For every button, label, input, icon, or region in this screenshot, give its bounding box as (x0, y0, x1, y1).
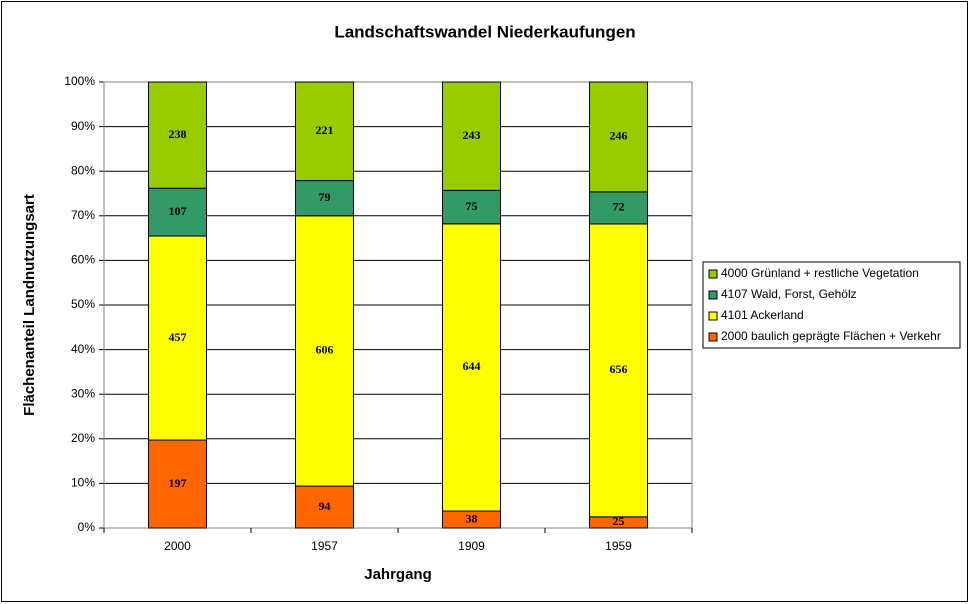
data-label: 75 (466, 199, 478, 213)
bar-segment (442, 223, 501, 512)
y-tick-label: 40% (71, 342, 95, 356)
bar-segment (589, 191, 648, 225)
bar-segment (295, 215, 354, 487)
data-label: 107 (169, 204, 187, 218)
y-tick-label: 70% (71, 208, 95, 222)
bar-segment (148, 235, 207, 441)
y-tick-label: 90% (71, 119, 95, 133)
bar-segment (295, 81, 354, 182)
legend-swatch (708, 332, 718, 342)
y-tick-label: 50% (71, 297, 95, 311)
bar-segment (148, 439, 207, 529)
x-tick-label: 1909 (458, 539, 485, 553)
data-label: 94 (319, 499, 331, 513)
data-label: 606 (316, 343, 334, 357)
data-label: 25 (613, 514, 625, 528)
legend-label: 4107 Wald, Forst, Gehölz (721, 287, 857, 301)
x-tick-label: 1959 (605, 539, 632, 553)
data-label: 238 (169, 127, 187, 141)
y-tick-label: 20% (71, 431, 95, 445)
y-tick-label: 100% (64, 74, 95, 88)
data-label: 243 (463, 128, 481, 142)
bar-segment (442, 189, 501, 225)
chart-title: Landschaftswandel Niederkaufungen (334, 22, 635, 41)
x-axis-title: Jahrgang (364, 566, 432, 583)
legend-swatch (708, 290, 718, 300)
data-label: 644 (463, 359, 481, 373)
bar-segment (589, 223, 648, 518)
data-label: 656 (610, 362, 628, 376)
legend-swatch (708, 311, 718, 321)
legend-label: 4000 Grünland + restliche Vegetation (721, 266, 919, 280)
bar-segment (148, 81, 207, 189)
bar-segment (589, 81, 648, 193)
x-tick-label: 1957 (311, 539, 338, 553)
data-label: 79 (319, 190, 331, 204)
bar-segment (295, 485, 354, 529)
bar-segment (295, 180, 354, 217)
data-label: 246 (610, 129, 628, 143)
data-label: 38 (466, 511, 478, 525)
data-label: 197 (169, 476, 187, 490)
bar-segment (442, 81, 501, 191)
y-tick-label: 60% (71, 253, 95, 267)
legend-box (702, 261, 961, 349)
y-tick-label: 0% (78, 520, 96, 534)
y-tick-label: 80% (71, 163, 95, 177)
y-axis-title: Flächenanteil Landnutzungsart (21, 194, 38, 416)
data-label: 221 (316, 123, 334, 137)
legend-label: 2000 baulich geprägte Flächen + Verkehr (721, 329, 941, 343)
data-label: 457 (169, 330, 187, 344)
data-label: 72 (613, 200, 625, 214)
legend-swatch (708, 269, 718, 279)
y-tick-label: 10% (71, 476, 95, 490)
y-tick-label: 30% (71, 386, 95, 400)
bar-segment (148, 187, 207, 237)
legend-label: 4101 Ackerland (721, 308, 804, 322)
x-tick-label: 2000 (164, 539, 191, 553)
